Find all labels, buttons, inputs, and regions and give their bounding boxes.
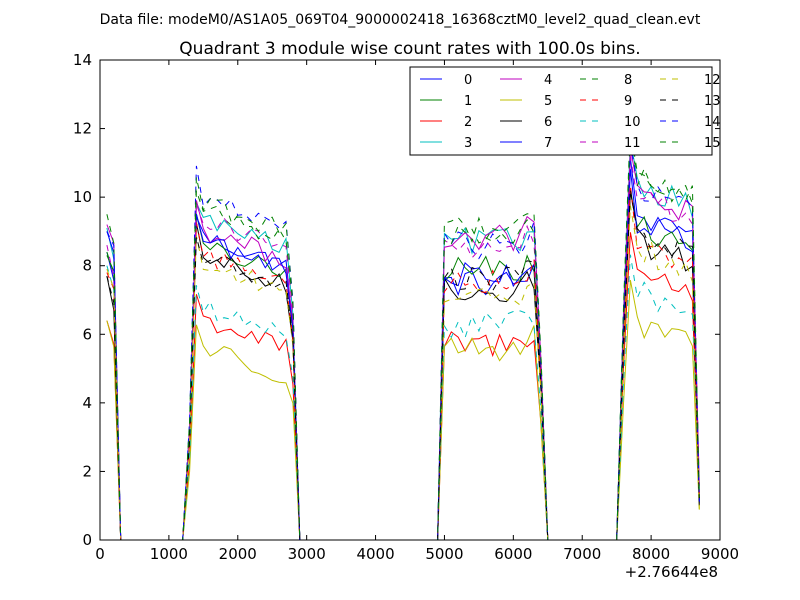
legend-label-6: 6 <box>544 115 552 130</box>
series-line-2 <box>106 232 700 541</box>
x-tick-label: 7000 <box>563 545 601 563</box>
y-tick-label: 2 <box>82 462 92 480</box>
y-tick-label: 10 <box>73 188 92 206</box>
series-line-15 <box>106 129 700 541</box>
legend-label-2: 2 <box>464 115 472 130</box>
legend-box <box>409 66 713 156</box>
x-tick-label: 2000 <box>219 545 257 563</box>
x-tick-label: 8000 <box>632 545 670 563</box>
legend-label-11: 11 <box>624 136 641 151</box>
y-tick-label: 4 <box>82 394 92 412</box>
x-tick-label: 4000 <box>356 545 394 563</box>
y-tick-label: 14 <box>73 51 92 69</box>
y-tick-label: 8 <box>82 257 92 275</box>
series-line-5 <box>106 280 700 541</box>
legend-label-4: 4 <box>544 73 552 88</box>
series-line-13 <box>106 189 700 541</box>
chart-suptitle: Data file: modeM0/AS1A05_069T04_90000024… <box>100 12 701 28</box>
legend-label-13: 13 <box>704 94 721 109</box>
legend-label-3: 3 <box>464 136 472 151</box>
legend-label-0: 0 <box>464 73 472 88</box>
series-line-9 <box>106 184 700 541</box>
y-tick-label: 6 <box>82 325 92 343</box>
legend-label-7: 7 <box>544 136 552 151</box>
legend-label-12: 12 <box>704 73 721 88</box>
legend-label-9: 9 <box>624 94 632 109</box>
legend-label-15: 15 <box>704 136 721 151</box>
chart-title: Quadrant 3 module wise count rates with … <box>179 39 640 59</box>
y-tick-label: 12 <box>73 120 92 138</box>
legend-label-8: 8 <box>624 73 632 88</box>
series-line-12 <box>106 205 700 541</box>
x-axis-offset-label: +2.76644e8 <box>625 563 718 581</box>
x-tick-label: 0 <box>95 545 105 563</box>
series-line-1 <box>106 190 700 541</box>
x-tick-label: 5000 <box>425 545 463 563</box>
x-tick-label: 6000 <box>494 545 532 563</box>
x-tick-label: 3000 <box>288 545 326 563</box>
series-line-6 <box>106 191 700 541</box>
legend-label-5: 5 <box>544 94 552 109</box>
series-line-11 <box>106 156 700 541</box>
x-tick-label: 1000 <box>150 545 188 563</box>
legend-label-1: 1 <box>464 94 472 109</box>
x-tick-label: 9000 <box>701 545 739 563</box>
legend-label-10: 10 <box>624 115 641 130</box>
series-line-7 <box>106 169 700 541</box>
y-tick-labels: 0 2 4 6 8 10 12 14 <box>73 51 92 549</box>
x-tick-labels: 0 1000 2000 3000 4000 5000 6000 7000 8000 9000 <box>95 545 739 563</box>
series-lines <box>106 122 700 541</box>
legend-label-14: 14 <box>704 115 721 130</box>
y-tick-label: 0 <box>82 531 92 549</box>
series-line-14 <box>106 142 700 541</box>
plot-border <box>99 59 721 541</box>
